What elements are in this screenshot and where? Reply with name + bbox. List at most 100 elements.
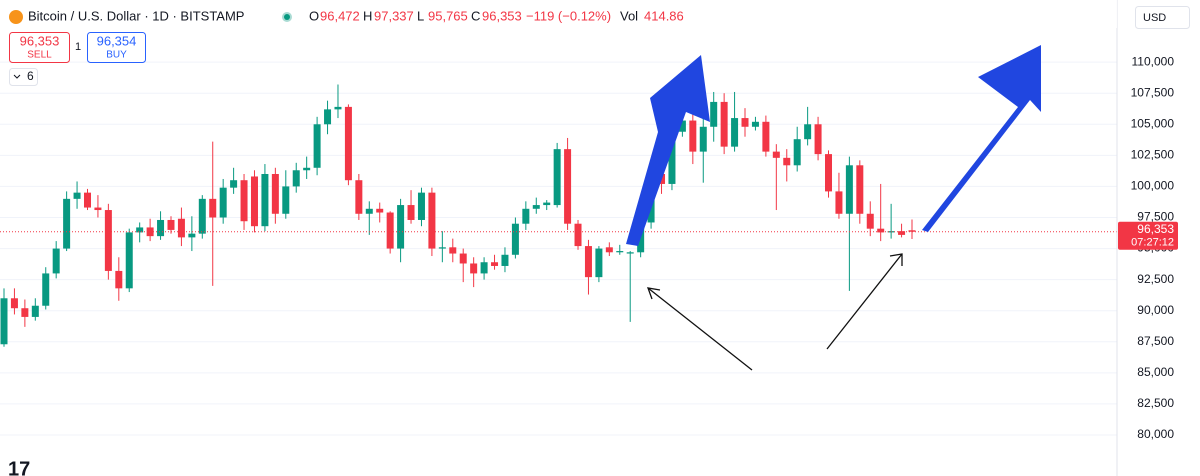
ohlc-key: H	[363, 8, 372, 23]
annotation-arrow	[922, 45, 1041, 232]
candle-body	[157, 219, 165, 237]
y-tick-label: 100,000	[1131, 179, 1175, 193]
candle-body	[835, 191, 843, 214]
candle-body	[772, 151, 780, 158]
candle-body	[491, 262, 499, 266]
candle-body	[115, 270, 123, 289]
candle-body	[511, 223, 519, 255]
candle-body	[741, 118, 749, 127]
candle-body	[219, 187, 227, 218]
symbol[interactable]: Bitcoin / U.S. Dollar · 1D · BITSTAMP	[28, 8, 244, 23]
candle-body	[52, 248, 60, 274]
header-bg	[0, 0, 1117, 28]
y-tick-label: 110,000	[1132, 54, 1175, 68]
candle-body	[407, 205, 415, 220]
candle-body	[626, 252, 634, 254]
ohlc-value: 96,353	[482, 8, 522, 23]
candle-body	[908, 230, 916, 232]
candle-body	[136, 227, 144, 233]
candle-body	[553, 149, 561, 206]
y-tick-label: 102,500	[1131, 148, 1175, 162]
ohlc-value: 96,472	[320, 8, 360, 23]
candle-body	[866, 213, 874, 229]
candle-body	[825, 154, 833, 192]
candle-body	[438, 247, 446, 249]
buy-label: BUY	[106, 50, 127, 61]
candle-body	[678, 120, 686, 132]
candle-body	[470, 263, 478, 274]
candle-body	[344, 106, 352, 181]
annotation-arrow	[647, 287, 753, 371]
logo: 17	[8, 458, 30, 476]
currency: USD	[1143, 12, 1166, 24]
candle-body	[292, 170, 300, 187]
candle-body	[428, 192, 436, 249]
ohlc-value: 95,765	[428, 8, 468, 23]
ohlc-key: O	[309, 8, 319, 23]
candle-body	[10, 298, 18, 309]
y-tick-label: 90,000	[1137, 303, 1174, 317]
change: −119 (−0.12%)	[526, 8, 611, 23]
candle-body	[898, 231, 906, 235]
chevron	[13, 74, 21, 79]
candle-body	[793, 139, 801, 166]
candle-body	[877, 228, 885, 233]
candle-body	[710, 101, 718, 127]
candle-body	[397, 205, 405, 249]
y-tick-label: 105,000	[1131, 116, 1175, 130]
candle-body	[689, 120, 697, 152]
candle-body	[480, 262, 488, 274]
candle-body	[699, 126, 707, 152]
candle-body	[261, 173, 269, 227]
y-tick-label: 97,500	[1137, 210, 1174, 224]
vol-key: Vol	[620, 8, 638, 23]
buy-price: 96,354	[97, 33, 137, 48]
candle-body	[605, 247, 613, 253]
candle-body	[94, 207, 102, 211]
price-tag-label: 96,353	[1137, 222, 1174, 236]
candle-body	[355, 180, 363, 214]
candle-body	[783, 157, 791, 166]
y-tick-label: 107,500	[1131, 85, 1175, 99]
buy-button[interactable]	[87, 32, 146, 63]
y-tick-label: 85,000	[1137, 365, 1174, 379]
candle-body	[240, 180, 248, 222]
candle-body	[564, 149, 572, 224]
candle-body	[250, 176, 258, 227]
spread: 1	[75, 41, 81, 53]
annotation-arrow	[889, 253, 903, 266]
indicators-count: 6	[27, 69, 34, 83]
indicators-toggle[interactable]	[9, 68, 38, 86]
y-tick-label: 80,000	[1137, 427, 1174, 441]
candle-body	[282, 186, 290, 214]
candle-body	[501, 254, 509, 266]
candle-body	[751, 121, 759, 127]
candle-body	[324, 109, 332, 125]
countdown: 07:27:12	[1131, 237, 1174, 249]
annotation-arrow	[626, 55, 710, 246]
currency-button[interactable]	[1135, 6, 1190, 29]
candle-body	[522, 208, 530, 224]
candle-body	[720, 101, 728, 147]
candle-body	[21, 308, 29, 317]
candle-body	[0, 298, 8, 345]
price-tag	[1118, 221, 1178, 250]
candle-body	[417, 192, 425, 220]
candle-body	[63, 198, 71, 249]
y-tick-label: 87,500	[1137, 334, 1174, 348]
ohlc: O 96,472 H 97,337 L 95,765 C 96,353	[309, 8, 522, 23]
candle-body	[574, 223, 582, 247]
candle-body	[616, 251, 624, 253]
candle-body	[303, 167, 311, 171]
sell-button[interactable]	[9, 32, 70, 63]
candle-body	[83, 192, 91, 208]
candle-body	[313, 124, 321, 168]
candle-body	[73, 192, 81, 199]
candle-body	[804, 124, 812, 140]
candle-body	[177, 218, 185, 238]
sell-label: SELL	[27, 50, 52, 61]
candle-body	[271, 173, 279, 214]
candle-body	[762, 121, 770, 152]
candle-body	[845, 165, 853, 214]
